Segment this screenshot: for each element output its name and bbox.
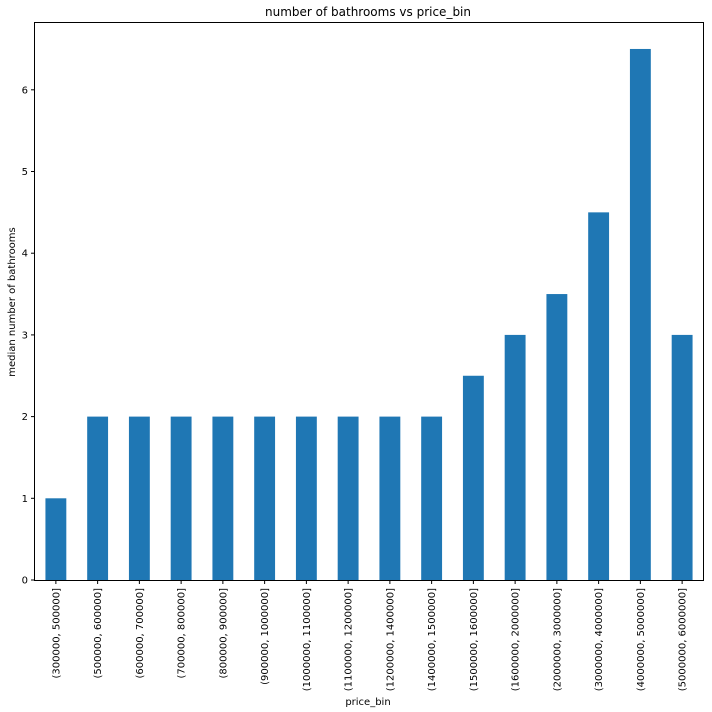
plot-frame [34,22,704,581]
x-tick-label-15: (5000000, 6000000] [678,588,689,691]
y-tick-label-5: 5 [22,167,28,178]
x-tick-label-0: (300000, 500000] [51,588,62,679]
bar-1 [87,416,109,580]
x-tick-label-12: (2000000, 3000000] [552,588,563,691]
y-axis-label: median number of bathrooms [7,227,18,377]
y-tick-label-6: 6 [22,85,28,96]
x-tick-label-3: (700000, 800000] [177,588,188,679]
x-tick-label-10: (1500000, 1600000] [469,588,480,691]
y-tick-label-0: 0 [22,576,28,587]
bar-5 [254,416,276,580]
bar-6 [295,416,317,580]
y-tick-label-3: 3 [22,330,28,341]
x-tick-label-8: (1200000, 1400000] [385,588,396,691]
y-tick-label-2: 2 [22,412,28,423]
bar-10 [462,375,484,580]
bar-15 [671,334,693,580]
bar-13 [588,212,610,581]
bar-4 [212,416,234,580]
y-tick-label-4: 4 [22,249,28,260]
bar-9 [421,416,443,580]
x-tick-label-9: (1400000, 1500000] [427,588,438,691]
x-tick-label-13: (3000000, 4000000] [594,588,605,691]
x-tick-label-11: (1600000, 2000000] [511,588,522,691]
y-axis: 0 1 2 3 4 5 6 [22,85,35,587]
chart-title: number of bathrooms vs price_bin [265,5,471,19]
x-tick-label-2: (600000, 700000] [135,588,146,679]
bar-12 [546,294,568,580]
bar-2 [128,416,150,580]
x-axis: (300000, 500000] (500000, 600000] (600000,… [51,580,689,691]
y-tick-label-1: 1 [22,494,28,505]
bar-7 [337,416,359,580]
x-axis-label: price_bin [345,697,390,708]
bar-0 [45,498,67,580]
x-tick-label-7: (1100000, 1200000] [344,588,355,691]
bars-group [45,48,693,581]
x-tick-label-5: (900000, 1000000] [260,588,271,685]
x-tick-label-1: (500000, 600000] [93,588,104,679]
x-tick-label-14: (4000000, 5000000] [636,588,647,691]
x-tick-label-6: (1000000, 1100000] [302,588,313,691]
bar-3 [170,416,192,580]
bar-11 [504,334,526,580]
bar-14 [629,48,651,581]
bar-8 [379,416,401,580]
x-tick-label-4: (800000, 900000] [218,588,229,679]
